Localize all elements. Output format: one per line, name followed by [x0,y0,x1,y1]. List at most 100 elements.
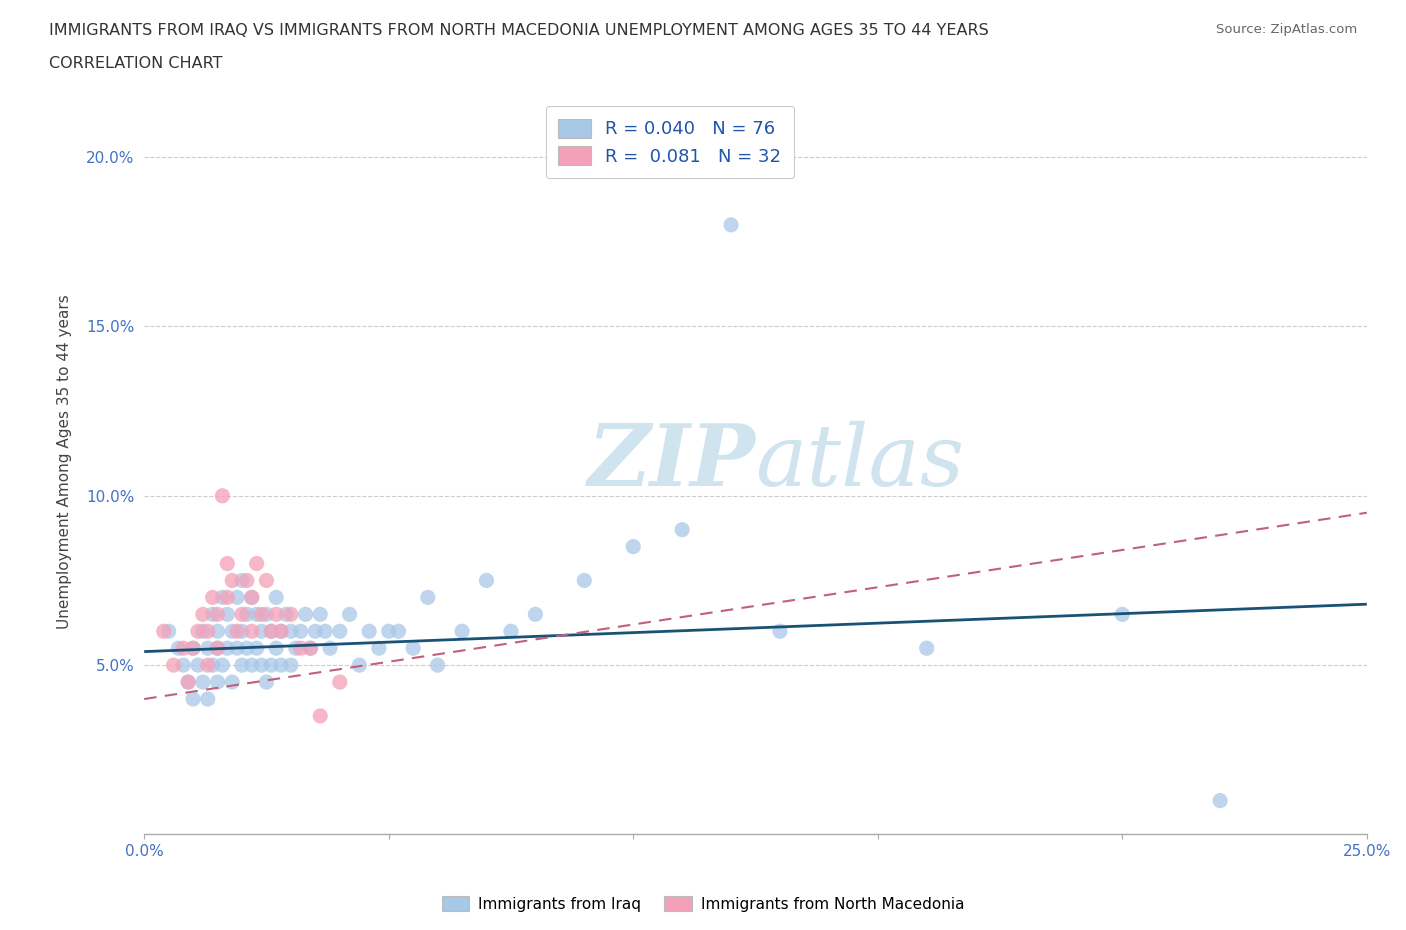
Point [236,573,259,588]
Point [319,641,342,656]
Point [290,641,312,656]
Point [264,607,287,622]
Point [270,624,292,639]
Point [260,624,283,639]
Point [264,641,287,656]
Point [416,590,439,604]
Point [221,573,243,588]
Point [915,641,938,656]
Point [181,641,204,656]
Point [769,624,792,639]
Point [217,590,239,604]
Point [197,658,219,672]
Point [236,641,259,656]
Point [499,624,522,639]
Point [280,607,302,622]
Point [720,218,742,232]
Point [280,624,302,639]
Point [329,624,352,639]
Point [187,658,209,672]
Point [181,641,204,656]
Point [201,607,224,622]
Point [211,590,233,604]
Point [187,624,209,639]
Point [172,641,194,656]
Point [231,624,253,639]
Point [574,573,596,588]
Point [191,624,214,639]
Point [207,624,229,639]
Point [246,641,269,656]
Point [621,539,644,554]
Point [290,624,312,639]
Point [475,573,498,588]
Point [1209,793,1232,808]
Point [246,556,269,571]
Point [231,607,253,622]
Text: ZIP: ZIP [588,420,755,504]
Point [240,590,263,604]
Point [207,641,229,656]
Point [207,674,229,689]
Point [426,658,449,672]
Point [162,658,184,672]
Point [197,692,219,707]
Point [349,658,371,672]
Point [270,624,292,639]
Point [211,488,233,503]
Point [270,658,292,672]
Point [250,658,273,672]
Point [309,607,332,622]
Point [260,624,283,639]
Point [207,607,229,622]
Point [181,692,204,707]
Point [197,624,219,639]
Point [524,607,547,622]
Point [226,641,249,656]
Point [377,624,399,639]
Point [250,607,273,622]
Point [254,674,277,689]
Point [217,607,239,622]
Point [231,573,253,588]
Point [367,641,389,656]
Point [240,658,263,672]
Text: Source: ZipAtlas.com: Source: ZipAtlas.com [1216,23,1357,36]
Point [264,590,287,604]
Point [309,709,332,724]
Point [260,658,283,672]
Point [294,607,316,622]
Legend: Immigrants from Iraq, Immigrants from North Macedonia: Immigrants from Iraq, Immigrants from No… [436,890,970,918]
Point [157,624,180,639]
Text: atlas: atlas [755,420,965,503]
Point [1111,607,1133,622]
Point [274,607,297,622]
Point [167,641,190,656]
Point [329,674,352,689]
Point [240,590,263,604]
Point [191,674,214,689]
Point [231,658,253,672]
Point [172,658,194,672]
Legend: R = 0.040   N = 76, R =  0.081   N = 32: R = 0.040 N = 76, R = 0.081 N = 32 [546,106,794,179]
Point [280,658,302,672]
Point [254,607,277,622]
Point [314,624,336,639]
Point [254,573,277,588]
Text: IMMIGRANTS FROM IRAQ VS IMMIGRANTS FROM NORTH MACEDONIA UNEMPLOYMENT AMONG AGES : IMMIGRANTS FROM IRAQ VS IMMIGRANTS FROM … [49,23,988,38]
Point [402,641,425,656]
Point [236,607,259,622]
Point [226,624,249,639]
Point [299,641,322,656]
Point [299,641,322,656]
Text: CORRELATION CHART: CORRELATION CHART [49,56,222,71]
Point [217,556,239,571]
Point [226,590,249,604]
Point [246,607,269,622]
Point [240,624,263,639]
Point [339,607,361,622]
Point [191,607,214,622]
Y-axis label: Unemployment Among Ages 35 to 44 years: Unemployment Among Ages 35 to 44 years [58,295,72,630]
Point [451,624,474,639]
Point [221,674,243,689]
